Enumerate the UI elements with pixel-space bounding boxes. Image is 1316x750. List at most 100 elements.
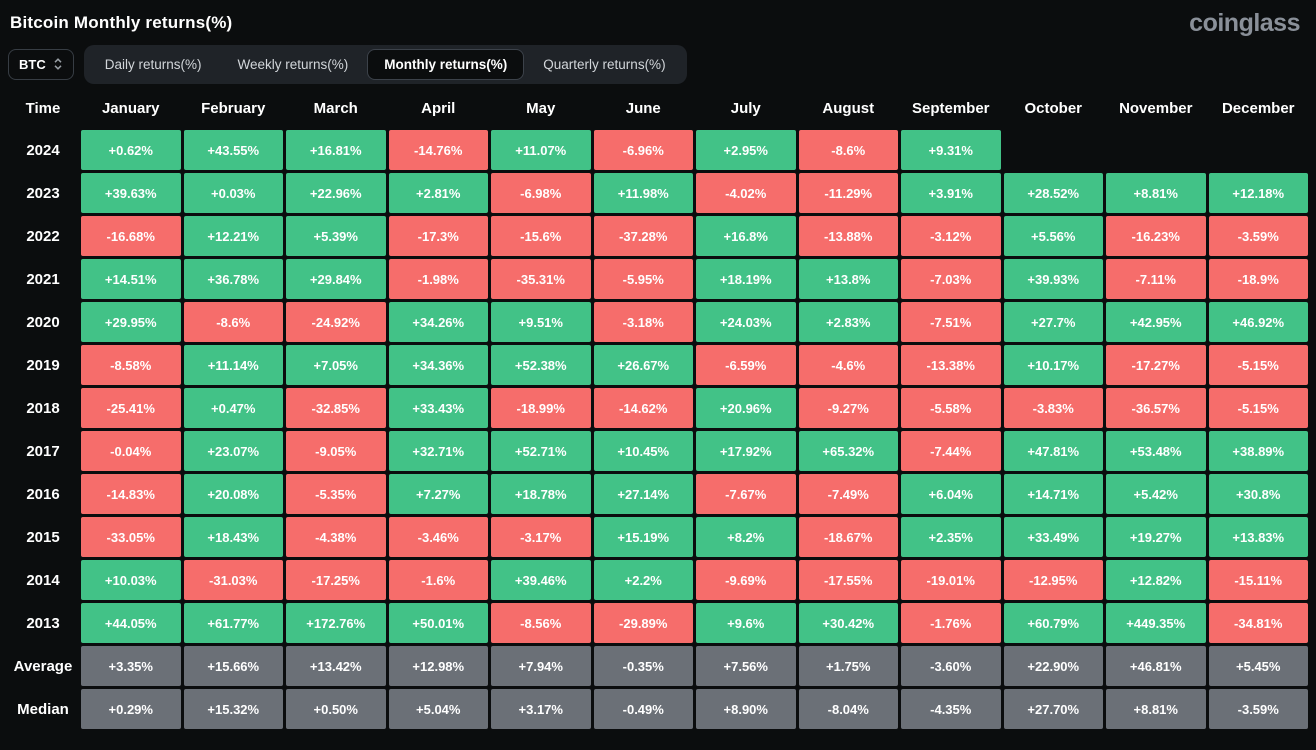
return-cell: -7.51% bbox=[901, 302, 1001, 342]
return-cell: +30.8% bbox=[1208, 474, 1308, 514]
return-cell: +5.56% bbox=[1003, 216, 1103, 256]
return-cell: -5.35% bbox=[286, 474, 386, 514]
return-cell: -8.58% bbox=[81, 345, 181, 385]
return-cell: +17.92% bbox=[696, 431, 796, 471]
return-cell: -7.03% bbox=[901, 259, 1001, 299]
return-cell: +32.71% bbox=[388, 431, 488, 471]
return-cell: +15.66% bbox=[183, 646, 283, 686]
return-cell: +10.45% bbox=[593, 431, 693, 471]
return-cell: -14.76% bbox=[388, 130, 488, 170]
return-cell: +14.51% bbox=[81, 259, 181, 299]
return-cell: +172.76% bbox=[286, 603, 386, 643]
return-cell: +16.81% bbox=[286, 130, 386, 170]
return-cell: +50.01% bbox=[388, 603, 488, 643]
return-cell: +7.56% bbox=[696, 646, 796, 686]
row-label-2014: 2014 bbox=[26, 571, 60, 589]
return-cell: +39.63% bbox=[81, 173, 181, 213]
return-cell: +53.48% bbox=[1106, 431, 1206, 471]
return-cell bbox=[1004, 130, 1104, 170]
return-cell: +38.89% bbox=[1208, 431, 1308, 471]
return-cell: +8.81% bbox=[1106, 689, 1206, 729]
return-cell: +15.19% bbox=[593, 517, 693, 557]
return-cell: +29.84% bbox=[286, 259, 386, 299]
return-cell: +33.43% bbox=[388, 388, 488, 428]
return-cell: +46.81% bbox=[1106, 646, 1206, 686]
return-cell: -3.59% bbox=[1208, 689, 1308, 729]
row-label-2018: 2018 bbox=[26, 399, 60, 417]
return-cell: -37.28% bbox=[593, 216, 693, 256]
month-column-header-june: June bbox=[625, 100, 661, 117]
return-cell: +60.79% bbox=[1003, 603, 1103, 643]
return-cell: +0.47% bbox=[183, 388, 283, 428]
return-cell: +10.17% bbox=[1003, 345, 1103, 385]
row-label-median: Median bbox=[17, 700, 69, 718]
return-cell bbox=[1209, 130, 1309, 170]
return-cell: +34.26% bbox=[388, 302, 488, 342]
row-label-2020: 2020 bbox=[26, 313, 60, 331]
return-cell: -3.83% bbox=[1003, 388, 1103, 428]
return-cell: -3.46% bbox=[388, 517, 488, 557]
tab-group: Daily returns(%) Weekly returns(%) Monthly… bbox=[83, 44, 687, 84]
return-cell: -29.89% bbox=[593, 603, 693, 643]
return-cell: +0.62% bbox=[81, 130, 181, 170]
month-column-header-may: May bbox=[526, 100, 556, 117]
return-cell: -9.05% bbox=[286, 431, 386, 471]
symbol-select-value: BTC bbox=[19, 56, 46, 72]
return-cell: -36.57% bbox=[1106, 388, 1206, 428]
return-cell: -0.49% bbox=[593, 689, 693, 729]
return-cell: +22.96% bbox=[286, 173, 386, 213]
return-cell: +8.90% bbox=[696, 689, 796, 729]
return-cell: -8.6% bbox=[798, 130, 898, 170]
return-cell: +65.32% bbox=[798, 431, 898, 471]
return-cell: -1.98% bbox=[388, 259, 488, 299]
return-cell: -9.27% bbox=[798, 388, 898, 428]
return-cell: -6.96% bbox=[593, 130, 693, 170]
return-cell: +2.35% bbox=[901, 517, 1001, 557]
return-cell: +39.93% bbox=[1003, 259, 1103, 299]
time-column-header: Time bbox=[25, 100, 61, 117]
tab-quarterly-returns[interactable]: Quarterly returns(%) bbox=[526, 49, 682, 80]
row-label-2023: 2023 bbox=[26, 184, 60, 202]
return-cell: +46.92% bbox=[1208, 302, 1308, 342]
return-cell: +12.21% bbox=[183, 216, 283, 256]
return-cell: -6.59% bbox=[696, 345, 796, 385]
return-cell: -3.59% bbox=[1208, 216, 1308, 256]
row-label-2016: 2016 bbox=[26, 485, 60, 503]
return-cell: +22.90% bbox=[1003, 646, 1103, 686]
return-cell: -13.88% bbox=[798, 216, 898, 256]
return-cell: +18.19% bbox=[696, 259, 796, 299]
return-cell: -3.18% bbox=[593, 302, 693, 342]
return-cell: +7.94% bbox=[491, 646, 591, 686]
tab-daily-returns[interactable]: Daily returns(%) bbox=[88, 49, 219, 80]
return-cell: -35.31% bbox=[491, 259, 591, 299]
return-cell: +2.83% bbox=[798, 302, 898, 342]
return-cell: +0.29% bbox=[81, 689, 181, 729]
return-cell: -7.11% bbox=[1106, 259, 1206, 299]
return-cell: -1.6% bbox=[388, 560, 488, 600]
return-cell: +19.27% bbox=[1106, 517, 1206, 557]
return-cell: -17.25% bbox=[286, 560, 386, 600]
return-cell: +7.05% bbox=[286, 345, 386, 385]
month-column-header-february: February bbox=[201, 100, 266, 117]
return-cell: +27.70% bbox=[1003, 689, 1103, 729]
return-cell: -5.15% bbox=[1208, 388, 1308, 428]
return-cell: -18.67% bbox=[798, 517, 898, 557]
return-cell: -12.95% bbox=[1003, 560, 1103, 600]
symbol-select[interactable]: BTC bbox=[8, 48, 74, 80]
return-cell: +33.49% bbox=[1003, 517, 1103, 557]
return-cell: +5.42% bbox=[1106, 474, 1206, 514]
header: Bitcoin Monthly returns(%) coinglass bbox=[0, 0, 1316, 40]
tab-weekly-returns[interactable]: Weekly returns(%) bbox=[221, 49, 366, 80]
updown-arrows-icon bbox=[53, 57, 63, 71]
return-cell: +23.07% bbox=[183, 431, 283, 471]
return-cell: +16.8% bbox=[696, 216, 796, 256]
return-cell: -7.44% bbox=[901, 431, 1001, 471]
return-cell: -0.04% bbox=[81, 431, 181, 471]
row-label-2017: 2017 bbox=[26, 442, 60, 460]
return-cell: +42.95% bbox=[1106, 302, 1206, 342]
return-cell: +10.03% bbox=[81, 560, 181, 600]
return-cell: -34.81% bbox=[1208, 603, 1308, 643]
tab-monthly-returns[interactable]: Monthly returns(%) bbox=[367, 48, 525, 80]
return-cell: -1.76% bbox=[901, 603, 1001, 643]
row-label-2024: 2024 bbox=[26, 141, 60, 159]
